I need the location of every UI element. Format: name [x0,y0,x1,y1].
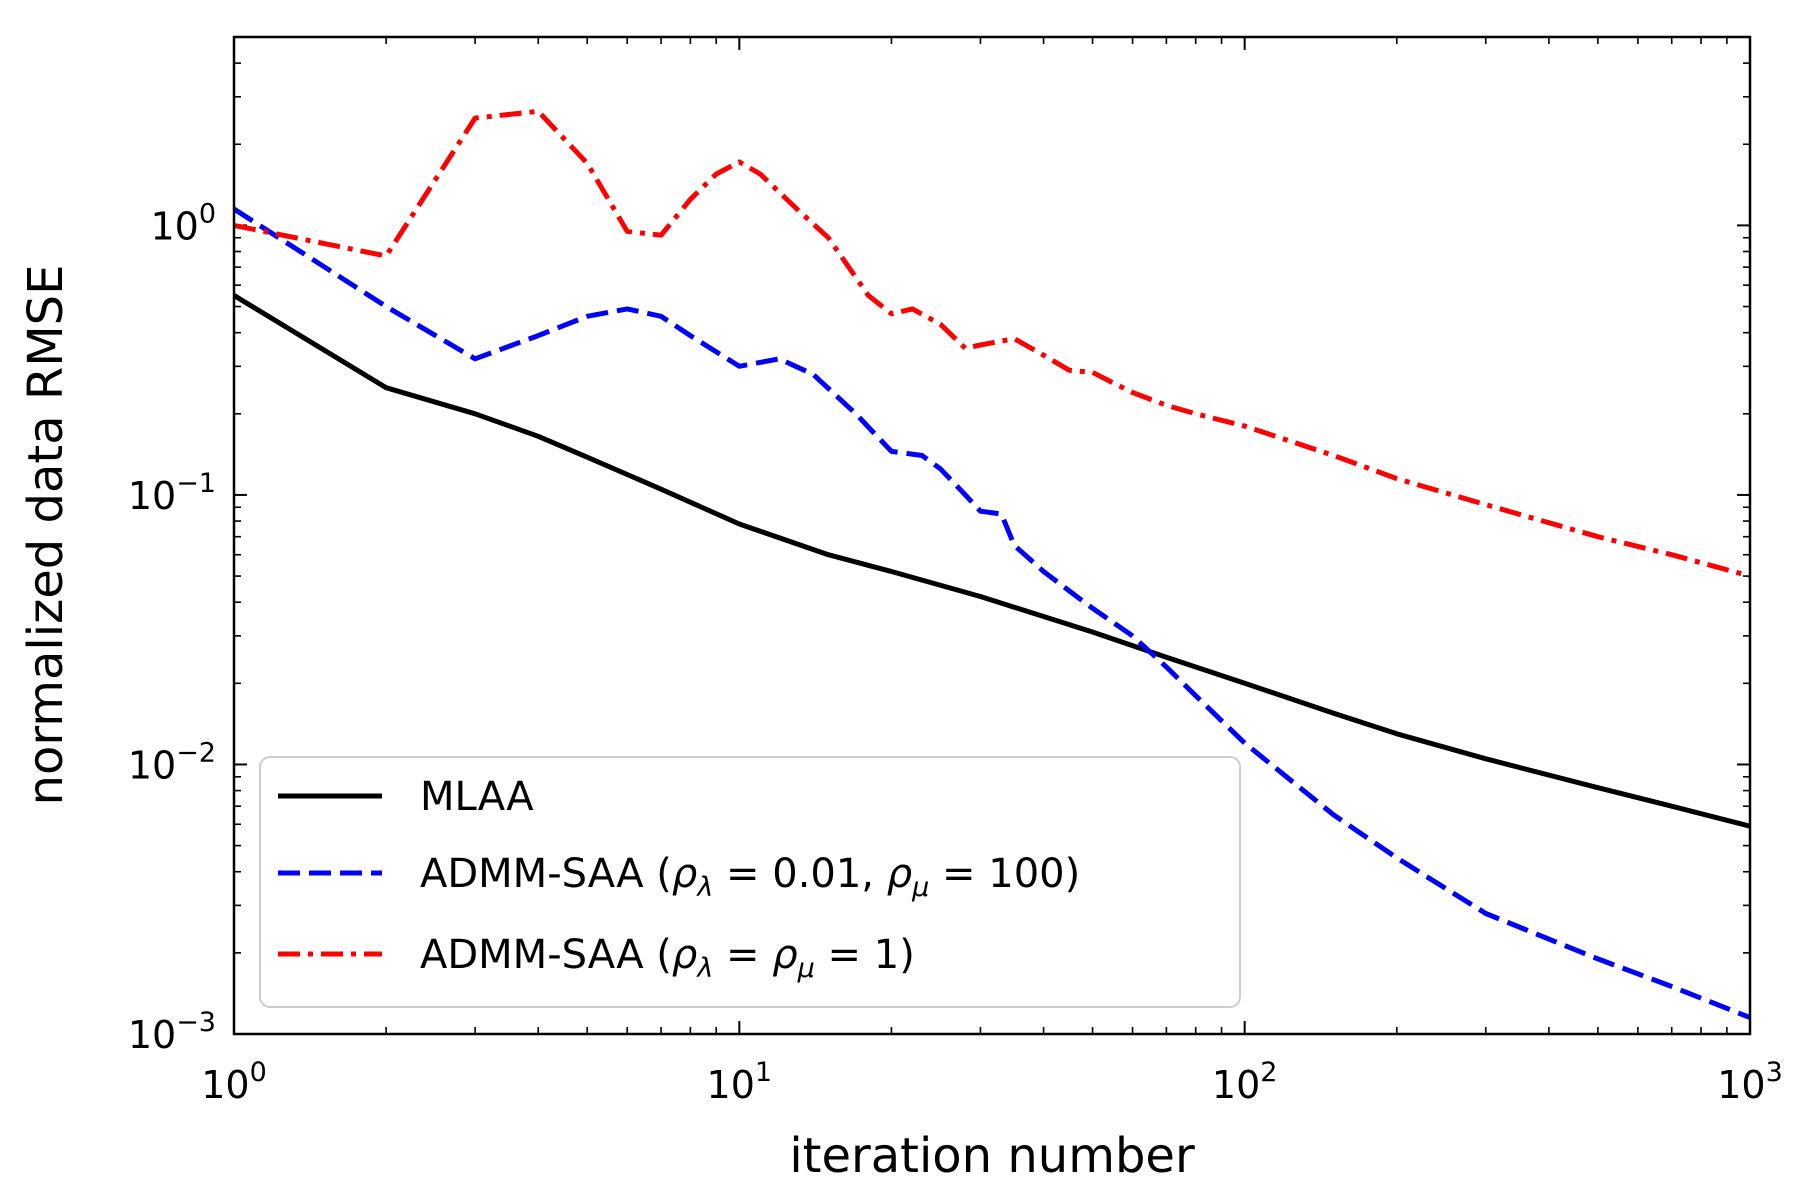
legend-box [259,756,1241,1008]
x-tick-label: 100 [201,1057,267,1107]
y-tick-label: 10−1 [128,468,216,518]
x-tick-label: 101 [707,1057,773,1107]
series-line-admm-saa-2 [234,108,1750,579]
x-tick-label: 103 [1717,1057,1783,1107]
y-tick-label: 10−3 [128,1007,216,1057]
legend: MLAA ADMM-SAA (ρλ = 0.01, ρμ = 100) ADMM… [259,756,1241,1008]
tick-labels: 100 101 102 103 10−3 10−2 10−1 100 [128,198,1783,1107]
series-line-mlaa [234,293,1750,829]
x-axis-label: iteration number [789,1128,1195,1184]
y-tick-label: 100 [150,198,216,248]
y-axis-label: normalized data RMSE [18,265,74,806]
series-layer [234,108,1750,1020]
legend-label-admm1: ADMM-SAA (ρλ = 0.01, ρμ = 100) [420,851,1080,903]
legend-label-mlaa: MLAA [420,774,534,820]
series-line-admm-saa-1 [234,206,1750,1020]
legend-label-admm2: ADMM-SAA (ρλ = ρμ = 1) [420,932,915,984]
y-tick-label: 10−2 [128,737,216,787]
x-tick-label: 102 [1212,1057,1278,1107]
plot-frame [232,35,1752,1036]
